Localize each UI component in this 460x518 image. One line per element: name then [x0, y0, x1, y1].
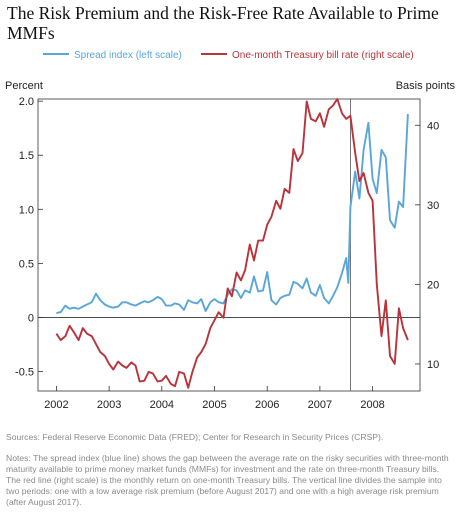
x-tick-label: 2008 — [360, 399, 384, 411]
x-tick-label: 2006 — [255, 399, 279, 411]
right-axis-label: Basis points — [396, 80, 456, 92]
spread-index-line — [56, 114, 409, 315]
left-tick-label: 1.0 — [19, 204, 34, 216]
left-tick-label: -0.5 — [15, 367, 34, 379]
left-tick-label: 0 — [28, 312, 34, 324]
legend-label: One-month Treasury bill rate (right scal… — [232, 50, 414, 61]
notes-text: Notes: The spread index (blue line) show… — [6, 453, 449, 507]
right-tick-label: 30 — [427, 200, 439, 212]
right-tick-label: 40 — [427, 120, 439, 132]
plot-frame — [37, 98, 421, 392]
chart: Spread index (left scale) One-month Treas… — [5, 50, 456, 411]
treasury-bill-rate-line — [55, 98, 409, 389]
x-tick-label: 2003 — [97, 399, 121, 411]
legend-label: Spread index (left scale) — [74, 50, 182, 61]
left-axis-label: Percent — [5, 80, 43, 92]
x-tick-label: 2004 — [150, 399, 174, 411]
chart-title: The Risk Premium and the Risk-Free Rate … — [7, 3, 439, 43]
x-tick-label: 2007 — [308, 399, 332, 411]
source-note: Sources: Federal Reserve Economic Data (… — [6, 432, 384, 442]
left-tick-label: 2.0 — [19, 96, 34, 108]
right-tick-label: 20 — [427, 279, 439, 291]
x-tick-label: 2002 — [44, 399, 68, 411]
left-tick-label: 1.5 — [19, 150, 34, 162]
right-tick-label: 10 — [427, 359, 439, 371]
x-tick-label: 2005 — [202, 399, 226, 411]
legend: Spread index (left scale) One-month Treas… — [43, 50, 414, 61]
plot-area: -0.5 0 0.5 1.0 1.5 2.0 10 20 30 40 2002 2003 2004 200… — [15, 96, 439, 411]
left-tick-label: 0.5 — [19, 258, 34, 270]
